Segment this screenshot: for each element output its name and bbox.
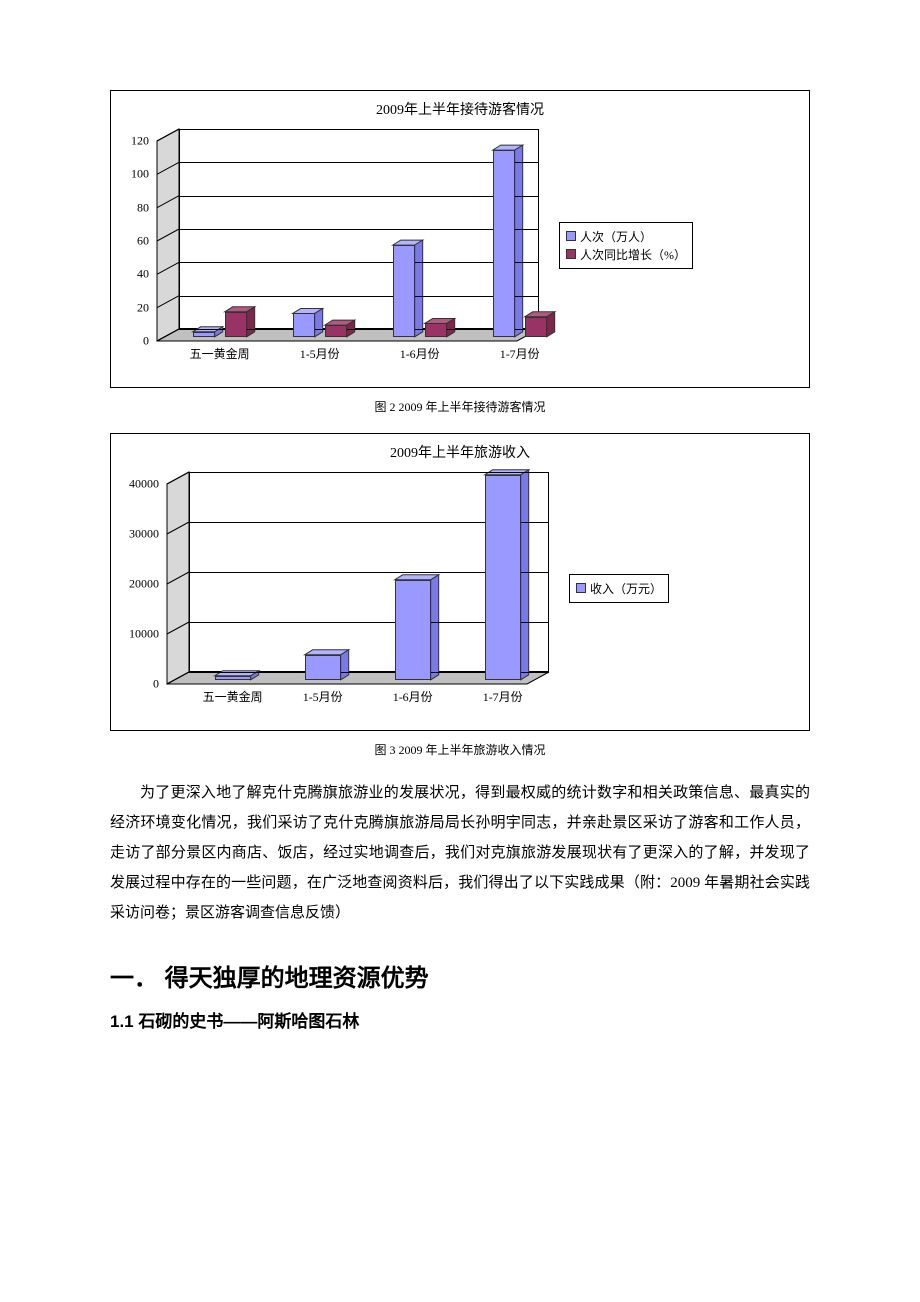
bar — [393, 245, 415, 337]
bar — [485, 475, 521, 680]
y-tick: 20000 — [123, 577, 163, 592]
legend-item: 人次（万人） — [566, 228, 686, 245]
chart-2-body: 0 10000 20000 30000 40000 五一黄金周 1-5月份 1-6月份 1-7月… — [111, 466, 809, 730]
chart-2-legend: 收入（万元） — [569, 574, 669, 603]
chart-2-caption: 图 3 2009 年上半年旅游收入情况 — [110, 741, 810, 758]
bar — [395, 580, 431, 680]
chart-1-body: 0 20 40 60 80 100 120 五一黄金周 1-5月份 1-6月份 1-7月份 人次（万… — [111, 123, 809, 387]
chart-2-title: 2009年上半年旅游收入 — [111, 434, 809, 466]
legend-swatch — [566, 249, 576, 259]
legend-label: 人次（万人） — [580, 228, 652, 245]
bar — [425, 323, 447, 336]
body-paragraph: 为了更深入地了解克什克腾旗旅游业的发展状况，得到最权威的统计数字和相关政策信息、… — [110, 778, 810, 928]
y-tick: 30000 — [123, 527, 163, 542]
y-tick: 80 — [113, 200, 153, 215]
bar — [193, 332, 215, 337]
subsection-heading: 1.1 石砌的史书——阿斯哈图石林 — [110, 1007, 810, 1032]
section-heading: 一． 得天独厚的地理资源优势 — [110, 958, 810, 993]
x-label: 1-6月份 — [393, 688, 433, 705]
legend-label: 人次同比增长（%） — [580, 246, 686, 263]
y-tick: 20 — [113, 300, 153, 315]
y-tick: 40 — [113, 267, 153, 282]
y-tick: 0 — [123, 677, 163, 692]
bar — [525, 317, 547, 337]
chart-1-plot: 020406080100120五一黄金周1-5月份1-6月份1-7月份 — [157, 129, 539, 361]
chart-1-title: 2009年上半年接待游客情况 — [111, 91, 809, 123]
x-label: 五一黄金周 — [190, 345, 250, 362]
bar — [225, 312, 247, 337]
legend-item: 人次同比增长（%） — [566, 246, 686, 263]
chart-1-caption: 图 2 2009 年上半年接待游客情况 — [110, 398, 810, 415]
x-label: 1-7月份 — [500, 345, 540, 362]
y-tick: 0 — [113, 334, 153, 349]
x-label: 1-5月份 — [300, 345, 340, 362]
y-tick: 40000 — [123, 477, 163, 492]
y-tick: 100 — [113, 167, 153, 182]
chart-1-container: 2009年上半年接待游客情况 0 20 40 60 80 100 120 五一黄金周 1-5月份… — [110, 90, 810, 388]
bar — [305, 655, 341, 680]
y-tick: 120 — [113, 134, 153, 149]
y-tick: 10000 — [123, 627, 163, 642]
chart-1-legend: 人次（万人）人次同比增长（%） — [559, 222, 693, 269]
chart-2-plot: 010000200003000040000五一黄金周1-5月份1-6月份1-7月… — [167, 472, 549, 704]
y-tick: 60 — [113, 234, 153, 249]
bar — [493, 150, 515, 337]
chart-2-container: 2009年上半年旅游收入 0 10000 20000 30000 40000 五一黄金周 1… — [110, 433, 810, 731]
x-label: 1-5月份 — [303, 688, 343, 705]
x-label: 1-7月份 — [483, 688, 523, 705]
bar — [325, 325, 347, 337]
bar — [293, 313, 315, 336]
bar — [215, 676, 251, 680]
x-label: 1-6月份 — [400, 345, 440, 362]
legend-swatch — [566, 231, 576, 241]
legend-swatch — [576, 583, 586, 593]
legend-item: 收入（万元） — [576, 580, 662, 597]
legend-label: 收入（万元） — [590, 580, 662, 597]
x-label: 五一黄金周 — [203, 688, 263, 705]
